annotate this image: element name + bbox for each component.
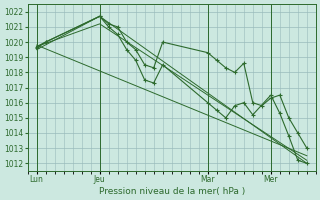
X-axis label: Pression niveau de la mer( hPa ): Pression niveau de la mer( hPa ) [99, 187, 245, 196]
